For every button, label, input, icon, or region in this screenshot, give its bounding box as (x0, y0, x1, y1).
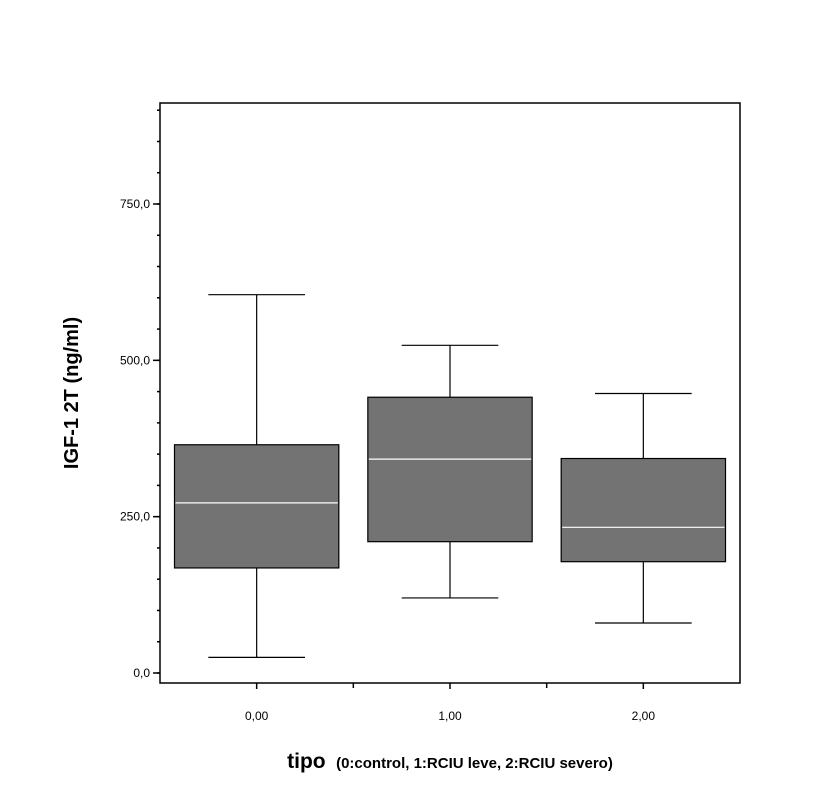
x-axis-title-detail: (0:control, 1:RCIU leve, 2:RCIU severo) (336, 755, 613, 772)
x-tick-label: 2,00 (632, 709, 656, 723)
box-3 (560, 392, 727, 624)
x-axis-ticks: 0,00 1,00 2,00 (245, 683, 655, 723)
box-series (173, 294, 727, 658)
y-axis-ticks: 0,0 250,0 500,0 750,0 (120, 197, 160, 680)
iqr-box (173, 444, 340, 569)
x-axis-title: tipo (0:control, 1:RCIU leve, 2:RCIU sev… (287, 750, 613, 773)
box-1 (173, 294, 340, 658)
y-tick-label: 0,0 (133, 666, 150, 680)
y-axis-title: IGF-1 2T (ng/ml) (61, 317, 83, 469)
y-tick-label: 250,0 (120, 510, 150, 524)
x-axis-title-main: tipo (287, 750, 325, 773)
y-tick-label: 500,0 (120, 353, 150, 367)
iqr-box (367, 396, 533, 543)
x-tick-label: 1,00 (438, 709, 462, 723)
iqr-box (560, 457, 727, 563)
x-tick-label: 0,00 (245, 709, 269, 723)
box-2 (367, 344, 533, 599)
y-tick-label: 750,0 (120, 197, 150, 211)
